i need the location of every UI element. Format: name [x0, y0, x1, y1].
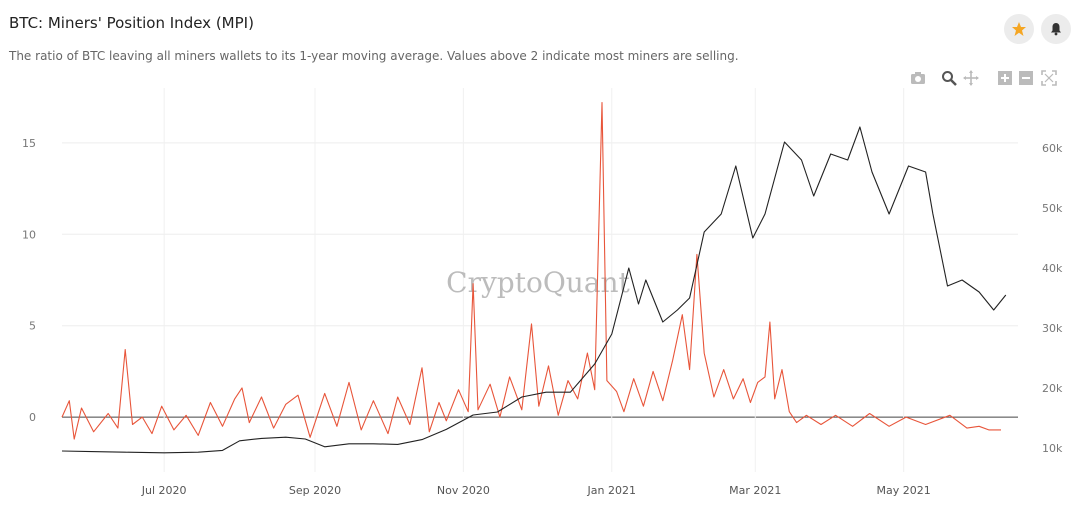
right-tick-label: 10k — [1042, 442, 1063, 455]
x-tick-label: Nov 2020 — [437, 484, 490, 497]
x-axis-ticks: Jul 2020 Sep 2020 Nov 2020 Jan 2021 Mar 2021… — [141, 484, 931, 497]
notification-button[interactable] — [1041, 14, 1071, 44]
x-tick-label: Jan 2021 — [587, 484, 636, 497]
zoom-in-icon[interactable] — [997, 70, 1013, 86]
page-title: BTC: Miners' Position Index (MPI) — [9, 14, 254, 32]
star-icon — [1012, 22, 1026, 36]
pan-icon[interactable] — [963, 70, 979, 86]
camera-icon[interactable] — [910, 70, 926, 86]
left-tick-label: 5 — [29, 320, 36, 333]
chart-toolbar — [910, 70, 1060, 88]
mpi-line — [61, 102, 1001, 440]
zoom-out-icon[interactable] — [1018, 70, 1034, 86]
left-axis-ticks: 0 5 10 15 — [22, 137, 36, 424]
grid — [62, 88, 1018, 472]
autoscale-icon[interactable] — [1041, 70, 1057, 86]
favorite-button[interactable] — [1004, 14, 1034, 44]
x-tick-label: Sep 2020 — [289, 484, 341, 497]
series-layer — [61, 102, 1007, 454]
page-subtitle: The ratio of BTC leaving all miners wall… — [9, 49, 739, 63]
right-tick-label: 50k — [1042, 202, 1063, 215]
watermark: CryptoQuant — [446, 266, 630, 299]
x-tick-label: Mar 2021 — [729, 484, 781, 497]
x-tick-label: May 2021 — [877, 484, 931, 497]
btc-price-line — [61, 126, 1007, 454]
left-tick-label: 15 — [22, 137, 36, 150]
left-tick-label: 10 — [22, 228, 36, 241]
x-tick-label: Jul 2020 — [141, 484, 187, 497]
right-tick-label: 20k — [1042, 382, 1063, 395]
right-tick-label: 40k — [1042, 262, 1063, 275]
right-tick-label: 30k — [1042, 322, 1063, 335]
zoom-icon[interactable] — [941, 70, 957, 86]
bell-icon — [1051, 23, 1061, 36]
left-tick-label: 0 — [29, 411, 36, 424]
right-axis-ticks: 10k 20k 30k 40k 50k 60k — [1042, 142, 1063, 455]
right-tick-label: 60k — [1042, 142, 1063, 155]
